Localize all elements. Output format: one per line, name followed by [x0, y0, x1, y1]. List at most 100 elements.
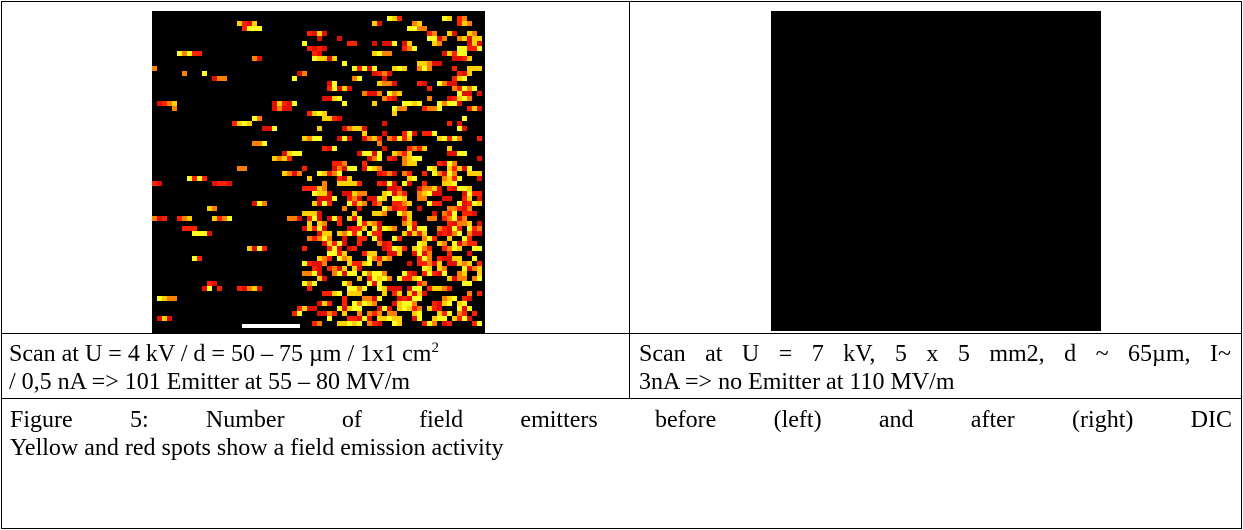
emitter-pixel — [432, 131, 437, 136]
emitter-pixel — [457, 21, 462, 26]
emitter-pixel — [317, 256, 322, 261]
emitter-pixel — [472, 191, 477, 196]
emitter-pixel — [462, 311, 467, 316]
emitter-pixel — [437, 81, 442, 86]
emitter-pixel — [367, 151, 372, 156]
emitter-pixel — [342, 101, 347, 106]
emitter-pixel — [302, 271, 307, 276]
emitter-pixel — [437, 171, 442, 176]
emitter-pixel — [367, 271, 372, 276]
emitter-pixel — [382, 191, 387, 196]
emitter-pixel — [382, 241, 387, 246]
emitter-pixel — [387, 16, 392, 21]
emitter-pixel — [372, 271, 377, 276]
emitter-pixel — [402, 41, 407, 46]
emitter-pixel — [437, 161, 442, 166]
emitter-pixel — [377, 211, 382, 216]
emitter-pixel — [302, 226, 307, 231]
emitter-pixel — [457, 226, 462, 231]
emitter-pixel — [457, 96, 462, 101]
emitter-pixel — [317, 126, 322, 131]
emitter-pixel — [367, 316, 372, 321]
emitter-pixel — [247, 121, 252, 126]
emitter-pixel — [352, 261, 357, 266]
emitter-pixel — [457, 271, 462, 276]
emitter-pixel — [312, 271, 317, 276]
emitter-pixel — [342, 311, 347, 316]
emitter-pixel — [467, 296, 472, 301]
emitter-pixel — [437, 266, 442, 271]
emitter-pixel — [312, 306, 317, 311]
emitter-pixel — [467, 261, 472, 266]
emitter-pixel — [327, 231, 332, 236]
emitter-pixel — [392, 246, 397, 251]
emitter-pixel — [382, 271, 387, 276]
emitter-pixel — [452, 176, 457, 181]
emitter-pixel — [457, 301, 462, 306]
emitter-pixel — [187, 51, 192, 56]
emitter-pixel — [417, 186, 422, 191]
emitter-pixel — [157, 101, 162, 106]
emitter-pixel — [467, 201, 472, 206]
emitter-pixel — [462, 46, 467, 51]
emitter-pixel — [382, 131, 387, 136]
emitter-pixel — [307, 226, 312, 231]
emitter-pixel — [322, 291, 327, 296]
emitter-pixel — [447, 226, 452, 231]
emitter-pixel — [477, 276, 482, 281]
emitter-pixel — [382, 81, 387, 86]
emitter-pixel — [302, 306, 307, 311]
emitter-pixel — [457, 201, 462, 206]
emitter-pixel — [312, 321, 317, 326]
emitter-pixel — [362, 251, 367, 256]
emitter-pixel — [242, 166, 247, 171]
emitter-pixel — [372, 276, 377, 281]
emitter-pixel — [307, 281, 312, 286]
emitter-pixel — [477, 41, 482, 46]
emitter-pixel — [397, 286, 402, 291]
emitter-pixel — [397, 306, 402, 311]
emitter-pixel — [417, 81, 422, 86]
emitter-pixel — [442, 136, 447, 141]
emitter-pixel — [377, 181, 382, 186]
emitter-pixel — [352, 126, 357, 131]
emitter-pixel — [332, 161, 337, 166]
emitter-pixel — [452, 226, 457, 231]
emitter-pixel — [372, 256, 377, 261]
emitter-pixel — [377, 261, 382, 266]
emitter-pixel — [432, 106, 437, 111]
emitter-pixel — [447, 256, 452, 261]
emitter-pixel — [302, 136, 307, 141]
emitter-pixel — [342, 161, 347, 166]
emitter-pixel — [332, 96, 337, 101]
emitter-pixel — [402, 216, 407, 221]
emitter-pixel — [352, 321, 357, 326]
emitter-pixel — [352, 316, 357, 321]
emitter-pixel — [377, 166, 382, 171]
emitter-pixel — [387, 241, 392, 246]
emitter-pixel — [307, 261, 312, 266]
emitter-pixel — [457, 246, 462, 251]
emitter-pixel — [332, 56, 337, 61]
emitter-pixel — [432, 271, 437, 276]
emitter-pixel — [447, 221, 452, 226]
emitter-pixel — [327, 201, 332, 206]
emitter-pixel — [352, 291, 357, 296]
emitter-pixel — [362, 226, 367, 231]
emitter-pixel — [367, 156, 372, 161]
emitter-pixel — [452, 316, 457, 321]
emitter-pixel — [357, 221, 362, 226]
emitter-pixel — [417, 281, 422, 286]
emitter-pixel — [292, 101, 297, 106]
emitter-pixel — [377, 156, 382, 161]
emitter-pixel — [402, 301, 407, 306]
emitter-pixel — [462, 301, 467, 306]
emitter-pixel — [412, 286, 417, 291]
emitter-pixel — [477, 46, 482, 51]
emitter-pixel — [447, 321, 452, 326]
emitter-pixel — [382, 306, 387, 311]
emitter-pixel — [462, 316, 467, 321]
emitter-pixel — [417, 66, 422, 71]
emitter-pixel — [467, 241, 472, 246]
caption-line: Figure 5: Number of field emitters befor… — [10, 407, 1232, 433]
